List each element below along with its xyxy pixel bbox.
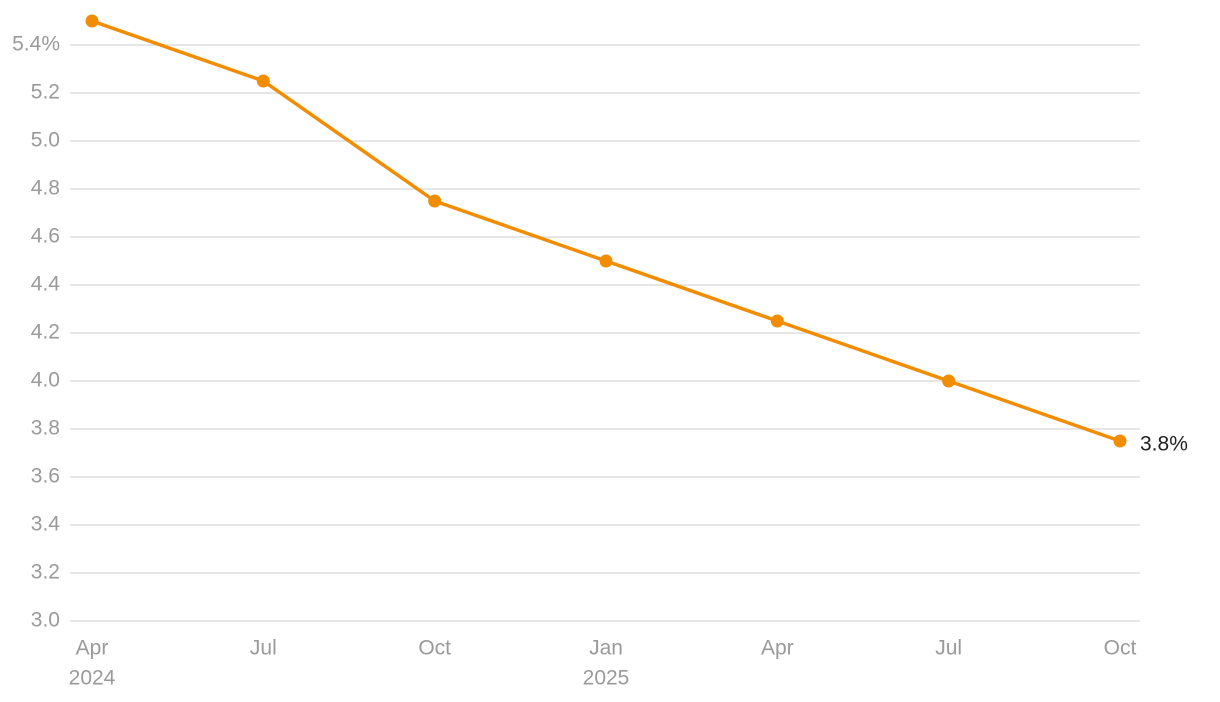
y-tick-label: 3.8 xyxy=(31,417,60,440)
y-tick-label: 3.6 xyxy=(31,465,60,488)
x-tick-label: Apr xyxy=(761,637,794,660)
x-tick-sublabel: 2024 xyxy=(69,667,116,690)
y-tick-label: 4.0 xyxy=(31,369,60,392)
point xyxy=(1113,434,1127,448)
y-tick-label: 4.2 xyxy=(31,321,60,344)
x-tick-label: Oct xyxy=(418,637,451,660)
x-tick-label: Jan xyxy=(589,637,623,660)
point xyxy=(256,74,270,88)
y-tick-label: 5.4% xyxy=(12,33,60,56)
x-tick-label: Jul xyxy=(250,637,277,660)
y-tick-label: 3.0 xyxy=(31,609,60,632)
line xyxy=(91,19,1121,443)
point xyxy=(770,314,784,328)
y-tick-label: 4.6 xyxy=(31,225,60,248)
y-tick-label: 5.2 xyxy=(31,81,60,104)
value-label: 3.8% xyxy=(1140,433,1188,456)
y-tick-label: 3.4 xyxy=(31,513,61,536)
x-tick-sublabel: 2025 xyxy=(583,667,630,690)
point xyxy=(599,254,613,268)
point xyxy=(428,194,442,208)
y-tick-label: 4.8 xyxy=(31,177,60,200)
point xyxy=(942,374,956,388)
x-tick-label: Oct xyxy=(1104,637,1137,660)
y-tick-label: 3.2 xyxy=(31,561,60,584)
y-tick-label: 4.4 xyxy=(31,273,61,296)
x-tick-label: Apr xyxy=(76,637,109,660)
point xyxy=(85,14,99,28)
y-tick-label: 5.0 xyxy=(31,129,60,152)
x-tick-label: Jul xyxy=(935,637,962,660)
